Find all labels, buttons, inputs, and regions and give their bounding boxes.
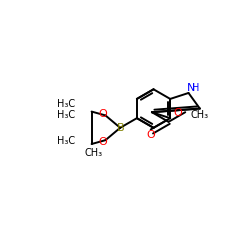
Text: O: O	[146, 130, 155, 140]
Text: CH₃: CH₃	[191, 110, 209, 120]
Text: CH₃: CH₃	[84, 148, 102, 158]
Text: O: O	[99, 137, 108, 147]
Text: H₃C: H₃C	[56, 136, 75, 146]
Text: N: N	[187, 83, 195, 93]
Text: O: O	[173, 108, 182, 118]
Text: H: H	[192, 83, 199, 93]
Text: H₃C: H₃C	[56, 99, 75, 109]
Text: H₃C: H₃C	[56, 110, 75, 120]
Text: O: O	[99, 109, 108, 119]
Text: B: B	[116, 123, 124, 133]
